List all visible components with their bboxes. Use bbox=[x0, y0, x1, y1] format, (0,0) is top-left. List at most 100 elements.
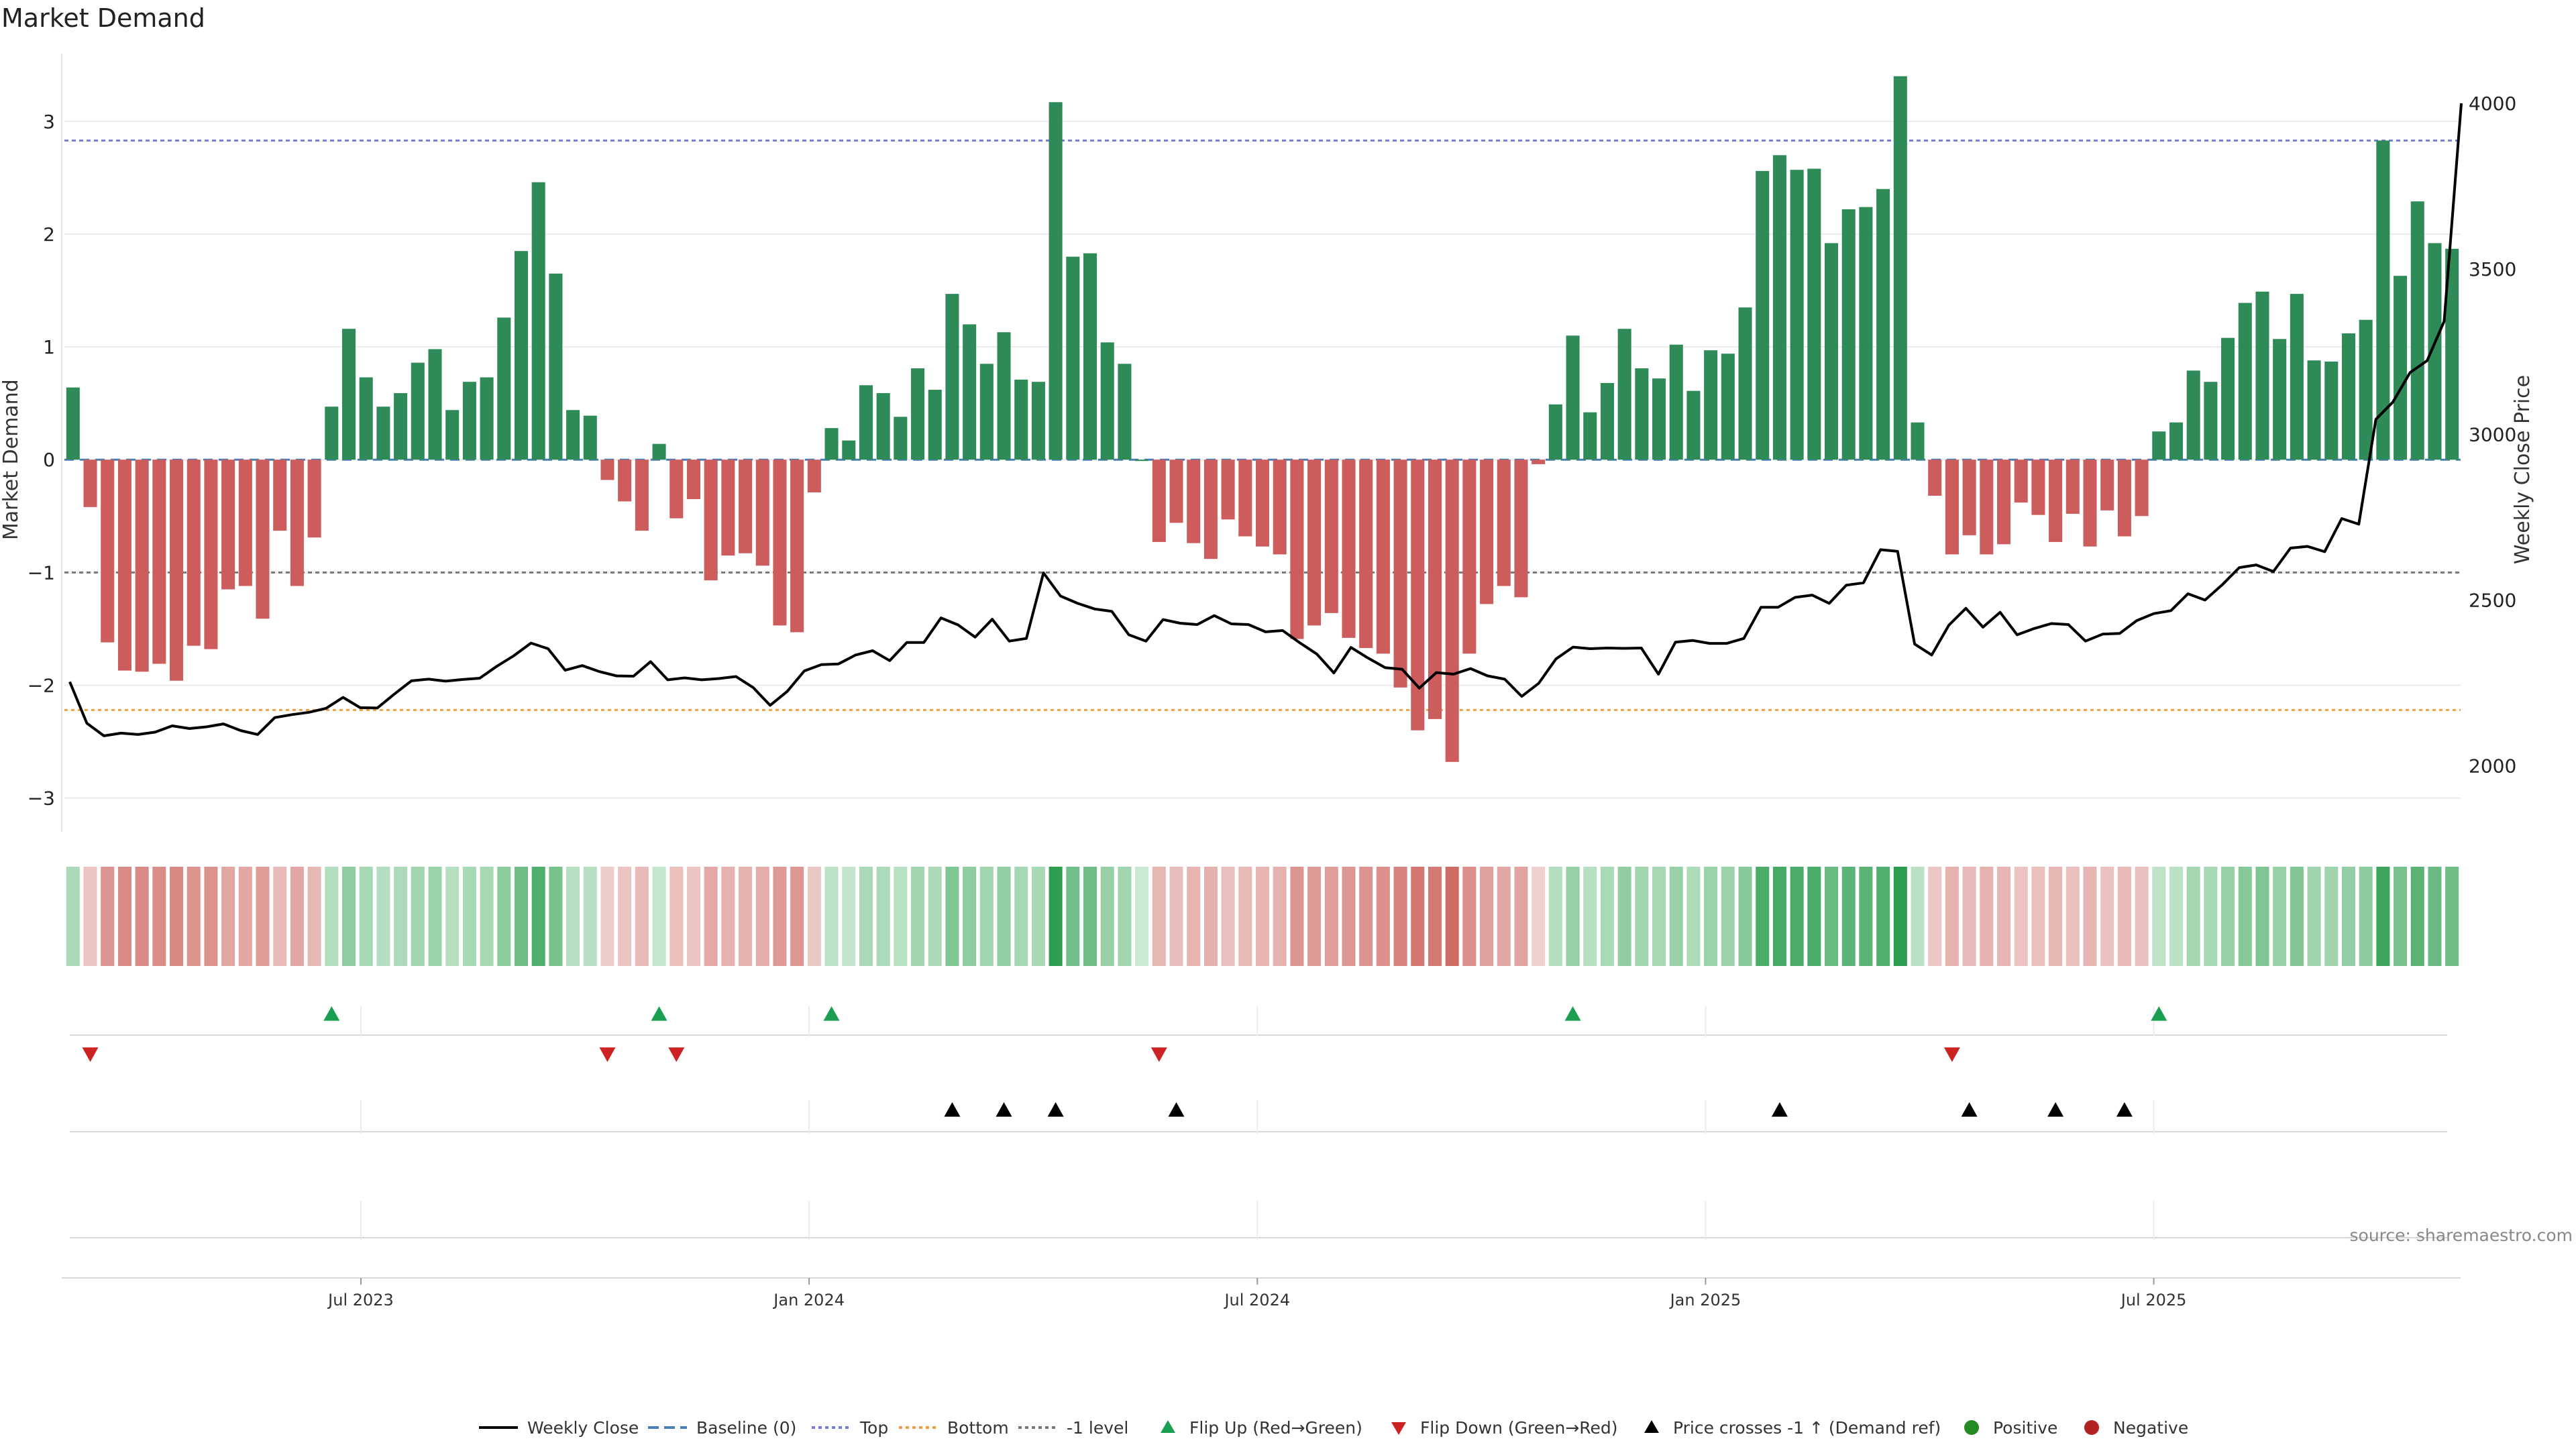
x-tick-label: Jul 2024 bbox=[1223, 1291, 1290, 1309]
heat-cell bbox=[928, 867, 942, 966]
demand-bar bbox=[1738, 307, 1752, 460]
demand-bar bbox=[186, 460, 201, 646]
demand-bar bbox=[531, 182, 545, 460]
heat-cell bbox=[273, 867, 287, 966]
demand-bar bbox=[824, 428, 839, 460]
demand-bar bbox=[1100, 342, 1114, 460]
demand-bar bbox=[359, 377, 373, 460]
demand-bar bbox=[1031, 382, 1045, 460]
demand-bar bbox=[1704, 350, 1718, 460]
demand-bar bbox=[1652, 378, 1666, 460]
demand-bar bbox=[2152, 431, 2166, 460]
legend-label: Flip Down (Green→Red) bbox=[1420, 1418, 1618, 1438]
demand-bar bbox=[1411, 460, 1425, 731]
heat-cell bbox=[1996, 867, 2011, 966]
legend-label: Price crosses -1 ↑ (Demand ref) bbox=[1673, 1418, 1941, 1438]
heat-cell bbox=[1203, 867, 1218, 966]
demand-bar bbox=[428, 349, 442, 460]
heat-cell bbox=[1445, 867, 1459, 966]
heat-cell bbox=[2307, 867, 2321, 966]
heat-cell bbox=[514, 867, 529, 966]
heat-cell bbox=[549, 867, 563, 966]
demand-bar bbox=[1980, 460, 1994, 555]
price-cross-marker bbox=[1771, 1102, 1788, 1117]
heat-cell bbox=[2238, 867, 2252, 966]
heat-cell bbox=[152, 867, 166, 966]
flip-up-marker bbox=[323, 1006, 340, 1021]
price-cross-marker bbox=[2047, 1102, 2064, 1117]
heat-cell bbox=[1772, 867, 1786, 966]
demand-bar bbox=[1996, 460, 2011, 545]
legend-label: -1 level bbox=[1067, 1418, 1128, 1438]
demand-bar bbox=[2014, 460, 2028, 503]
heat-cell bbox=[1497, 867, 1511, 966]
demand-bar bbox=[686, 460, 700, 500]
demand-bar bbox=[1428, 460, 1442, 719]
heat-cell bbox=[1635, 867, 1649, 966]
demand-bar bbox=[2410, 201, 2424, 460]
right-tick-label: 2500 bbox=[2469, 589, 2516, 611]
heat-cell bbox=[1255, 867, 1270, 966]
heat-cell bbox=[1307, 867, 1322, 966]
demand-bar bbox=[739, 460, 753, 553]
heat-cell bbox=[1135, 867, 1149, 966]
heat-cell bbox=[325, 867, 339, 966]
heat-cell bbox=[669, 867, 684, 966]
heat-cell bbox=[531, 867, 545, 966]
price-cross-marker bbox=[944, 1102, 961, 1117]
heat-cell bbox=[876, 867, 890, 966]
left-tick-label: 1 bbox=[43, 336, 55, 358]
demand-bar bbox=[66, 387, 80, 460]
heat-cell bbox=[1945, 867, 1959, 966]
heat-cell bbox=[1187, 867, 1201, 966]
heat-cell bbox=[635, 867, 649, 966]
heat-cell bbox=[997, 867, 1011, 966]
heat-cell bbox=[1049, 867, 1063, 966]
heat-cell bbox=[739, 867, 753, 966]
flip-up-marker bbox=[651, 1006, 667, 1021]
price-cross-marker bbox=[996, 1102, 1012, 1117]
demand-bar bbox=[2445, 248, 2459, 460]
heat-cell bbox=[842, 867, 856, 966]
demand-bar bbox=[238, 460, 252, 586]
demand-bar bbox=[1290, 460, 1304, 639]
demand-bar bbox=[669, 460, 684, 519]
demand-bar bbox=[2428, 243, 2442, 460]
heat-cell bbox=[1807, 867, 1821, 966]
demand-bar bbox=[1273, 460, 1287, 555]
heat-cell bbox=[2428, 867, 2442, 966]
demand-bar bbox=[894, 417, 908, 460]
heat-cell bbox=[911, 867, 925, 966]
demand-bar bbox=[1514, 460, 1528, 598]
heat-cell bbox=[2221, 867, 2235, 966]
left-tick-label: −3 bbox=[28, 788, 55, 810]
demand-bar bbox=[583, 415, 597, 460]
demand-bar bbox=[1324, 460, 1338, 613]
heat-cell bbox=[1928, 867, 1942, 966]
demand-bar bbox=[341, 329, 356, 460]
heat-cell bbox=[1393, 867, 1407, 966]
demand-bar bbox=[1152, 460, 1166, 542]
heat-cell bbox=[1359, 867, 1373, 966]
heat-cell bbox=[1324, 867, 1338, 966]
source-note: source: sharemaestro.com bbox=[2350, 1226, 2573, 1245]
demand-bar bbox=[2083, 460, 2097, 547]
demand-bar bbox=[376, 407, 390, 460]
demand-bar bbox=[2359, 319, 2373, 460]
heat-cell bbox=[462, 867, 476, 966]
demand-bar bbox=[480, 377, 494, 460]
heat-cell bbox=[2169, 867, 2184, 966]
weekly-close-line bbox=[68, 103, 2463, 737]
heat-cell bbox=[1480, 867, 1494, 966]
heat-cell bbox=[411, 867, 425, 966]
demand-bar bbox=[755, 460, 769, 566]
flip-down-marker bbox=[599, 1047, 616, 1062]
demand-bar bbox=[2273, 339, 2287, 460]
weekly-close-series bbox=[68, 103, 2463, 737]
heat-cell bbox=[2445, 867, 2459, 966]
demand-bar bbox=[1393, 460, 1407, 688]
heat-cell bbox=[170, 867, 184, 966]
demand-bar bbox=[1255, 460, 1270, 547]
heat-cell bbox=[256, 867, 270, 966]
demand-bars bbox=[66, 76, 2459, 762]
